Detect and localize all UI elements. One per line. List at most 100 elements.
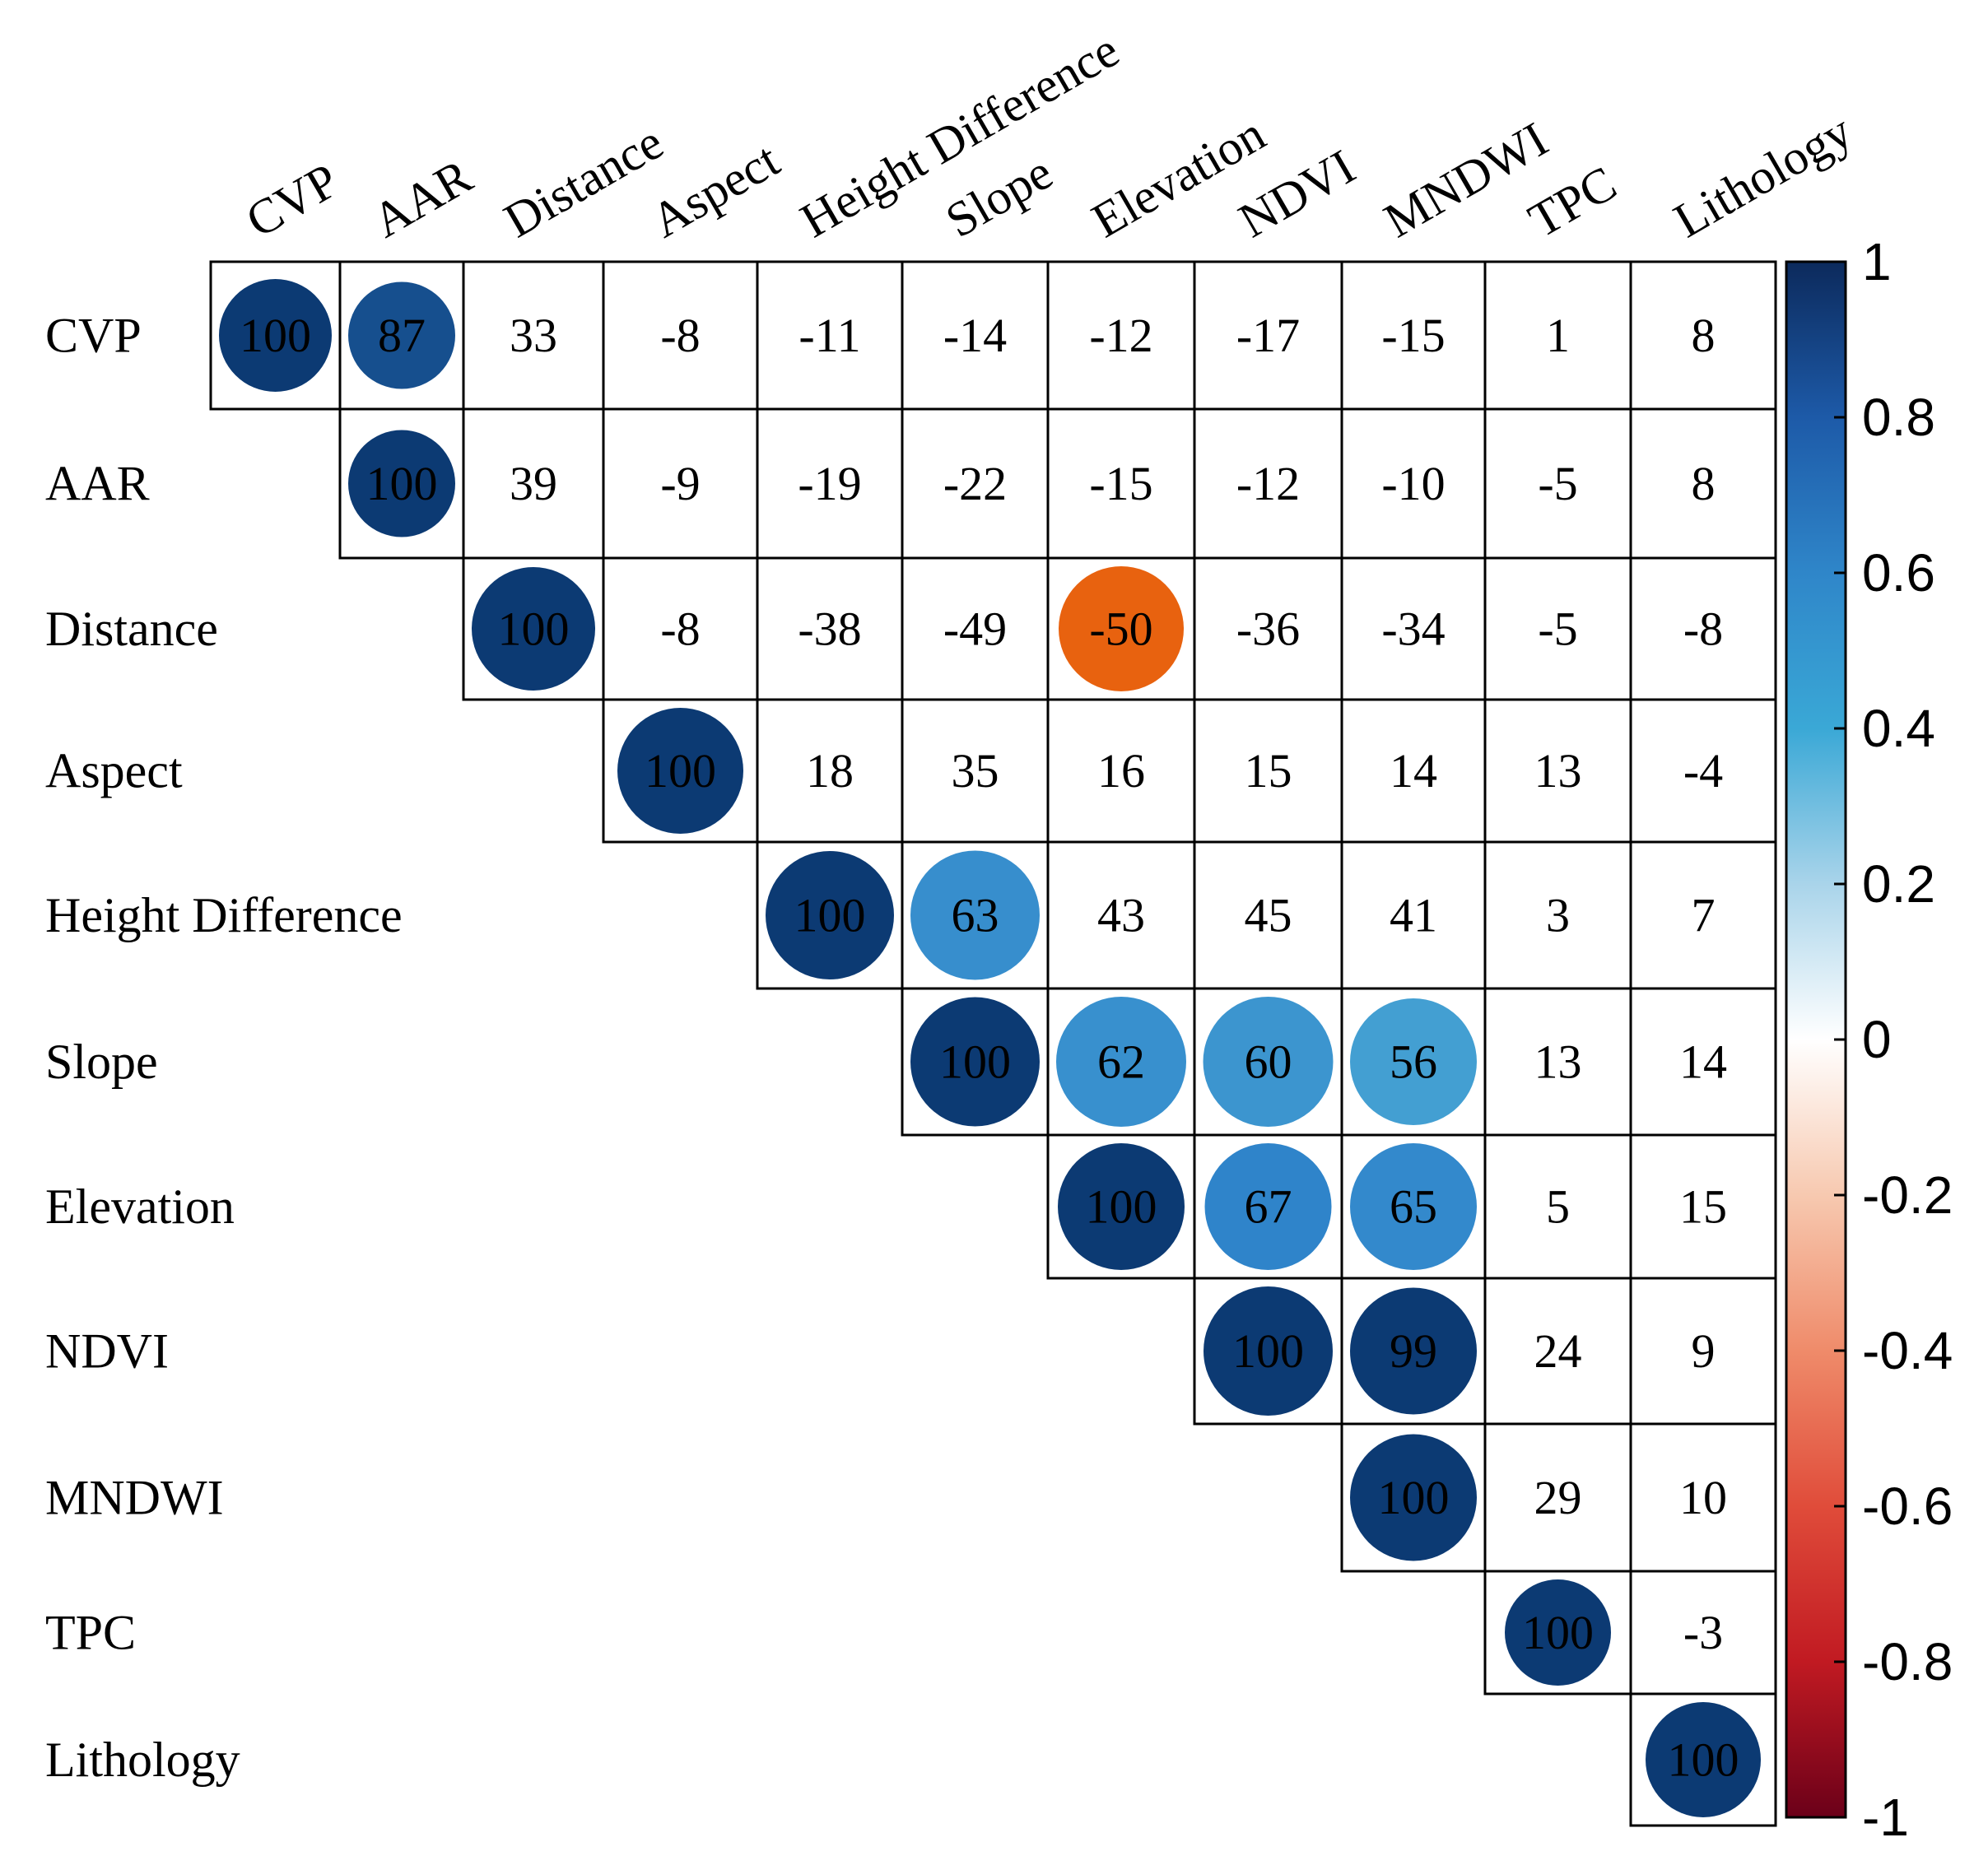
heatmap-value-elevation-tpc: 5 — [1546, 1180, 1570, 1234]
heatmap-value-aar-elevation: -15 — [1089, 457, 1152, 510]
heatmap-value-tpc-lithology: -3 — [1683, 1606, 1723, 1659]
heatmap-value-aar-mndwi: -10 — [1381, 457, 1445, 510]
colorbar-label: 0.2 — [1862, 854, 1935, 914]
heatmap-value-aar-tpc: -5 — [1538, 457, 1577, 510]
heatmap-value-slope-lithology: 14 — [1679, 1035, 1727, 1089]
heatmap-circle-aar-aar — [348, 430, 455, 537]
row-label-lithology: Lithology — [45, 1733, 240, 1787]
heatmap-value-aspect-mndwi: 14 — [1390, 744, 1437, 798]
colorbar-label: 0.8 — [1862, 388, 1935, 447]
heatmap-value-aar-distance: 39 — [510, 457, 557, 510]
heatmap-value-ndvi-ndvi: 100 — [1232, 1324, 1304, 1378]
heatmap-circle-aspect-aspect — [617, 708, 743, 834]
row-label-cvp: CVP — [45, 309, 142, 363]
heatmap-circle-distance-elevation — [1059, 566, 1184, 691]
row-label-elevation: Elevation — [45, 1179, 235, 1234]
heatmap-value-aar-lithology: 8 — [1692, 457, 1716, 510]
heatmap-value-cvp-slope: -14 — [943, 309, 1007, 362]
heatmap-value-ndvi-tpc: 24 — [1534, 1324, 1582, 1378]
heatmap-value-elevation-mndwi: 65 — [1390, 1180, 1437, 1234]
heatmap-value-distance-height-difference: -38 — [798, 602, 861, 656]
heatmap-value-cvp-tpc: 1 — [1546, 309, 1570, 362]
colorbar-label: -0.6 — [1862, 1477, 1953, 1536]
heatmap-value-cvp-mndwi: -15 — [1381, 309, 1445, 362]
col-label-cvp: CVP — [237, 153, 347, 249]
heatmap-circle-slope-mndwi — [1350, 998, 1477, 1125]
col-label-distance: Distance — [496, 114, 673, 248]
heatmap-value-distance-slope: -49 — [943, 602, 1007, 656]
heatmap-value-aspect-aspect: 100 — [645, 744, 716, 798]
heatmap-value-elevation-ndvi: 67 — [1245, 1180, 1292, 1234]
heatmap-value-slope-mndwi: 56 — [1390, 1035, 1437, 1089]
heatmap-value-mndwi-tpc: 29 — [1534, 1471, 1582, 1524]
colorbar-label: -1 — [1862, 1788, 1909, 1847]
heatmap-value-slope-tpc: 13 — [1534, 1035, 1582, 1089]
heatmap-value-cvp-aspect: -8 — [660, 309, 700, 362]
heatmap-value-cvp-distance: 33 — [510, 309, 557, 362]
heatmap-value-distance-elevation: -50 — [1089, 602, 1152, 656]
row-label-distance: Distance — [45, 602, 218, 656]
heatmap-circle-tpc-tpc — [1505, 1579, 1611, 1686]
heatmap-value-elevation-elevation: 100 — [1086, 1180, 1157, 1234]
row-label-mndwi: MNDWI — [45, 1471, 224, 1525]
row-label-tpc: TPC — [45, 1606, 136, 1660]
heatmap-value-aspect-tpc: 13 — [1534, 744, 1582, 798]
heatmap-value-tpc-tpc: 100 — [1522, 1606, 1594, 1659]
row-label-ndvi: NDVI — [45, 1324, 169, 1379]
colorbar-label: -0.8 — [1862, 1632, 1953, 1691]
heatmap-value-mndwi-mndwi: 100 — [1378, 1471, 1450, 1524]
col-label-mndwi: MNDWI — [1376, 112, 1557, 248]
heatmap-value-aspect-elevation: 16 — [1097, 744, 1145, 798]
heatmap-circle-height-difference-height-difference — [766, 851, 894, 979]
heatmap-value-height-difference-mndwi: 41 — [1390, 889, 1437, 942]
heatmap-circle-ndvi-ndvi — [1204, 1286, 1333, 1416]
heatmap-value-height-difference-ndvi: 45 — [1245, 889, 1292, 942]
heatmap-value-elevation-lithology: 15 — [1679, 1180, 1727, 1234]
heatmap-value-lithology-lithology: 100 — [1668, 1733, 1739, 1787]
heatmap-value-cvp-aar: 87 — [378, 309, 426, 362]
heatmap-value-aspect-height-difference: 18 — [806, 744, 854, 798]
heatmap-value-height-difference-lithology: 7 — [1692, 889, 1716, 942]
heatmap-value-distance-lithology: -8 — [1683, 602, 1723, 656]
heatmap-value-cvp-ndvi: -17 — [1236, 309, 1300, 362]
heatmap-value-distance-tpc: -5 — [1538, 602, 1577, 656]
heatmap-value-slope-elevation: 62 — [1097, 1035, 1145, 1089]
colorbar-label: 0.4 — [1862, 699, 1935, 758]
heatmap-cell-lithology-lithology — [1629, 1692, 1777, 1827]
heatmap-value-aar-slope: -22 — [943, 457, 1007, 510]
heatmap-value-aar-height-difference: -19 — [798, 457, 861, 510]
colorbar-label: 0.6 — [1862, 543, 1935, 602]
heatmap-value-slope-ndvi: 60 — [1245, 1035, 1292, 1089]
heatmap-value-height-difference-height-difference: 100 — [794, 889, 866, 942]
row-label-aar: AAR — [45, 457, 150, 511]
heatmap-value-aar-aspect: -9 — [660, 457, 700, 510]
heatmap-value-distance-mndwi: -34 — [1381, 602, 1445, 656]
colorbar-label: -0.2 — [1862, 1165, 1953, 1225]
heatmap-circle-slope-slope — [910, 997, 1040, 1127]
heatmap-circle-ndvi-mndwi — [1350, 1287, 1477, 1415]
heatmap-value-cvp-elevation: -12 — [1089, 309, 1152, 362]
col-label-aar: AAR — [364, 149, 482, 249]
heatmap-circle-height-difference-slope — [910, 850, 1040, 980]
heatmap-value-aar-ndvi: -12 — [1236, 457, 1300, 510]
heatmap-value-aspect-lithology: -4 — [1683, 744, 1723, 798]
heatmap-value-aspect-ndvi: 15 — [1245, 744, 1292, 798]
heatmap-value-ndvi-lithology: 9 — [1692, 1324, 1716, 1378]
heatmap-circle-elevation-ndvi — [1204, 1143, 1332, 1270]
heatmap-circle-distance-distance — [472, 567, 595, 691]
heatmap-circle-cvp-aar — [348, 281, 455, 389]
heatmap-circle-mndwi-mndwi — [1350, 1434, 1477, 1561]
heatmap-value-slope-slope: 100 — [939, 1035, 1011, 1089]
heatmap-value-distance-ndvi: -36 — [1236, 602, 1300, 656]
heatmap-circle-elevation-elevation — [1058, 1143, 1185, 1270]
colorbar-label: 1 — [1862, 232, 1892, 291]
heatmap-value-aspect-slope: 35 — [952, 744, 999, 798]
row-label-aspect: Aspect — [45, 744, 183, 798]
heatmap-circle-slope-elevation — [1056, 997, 1186, 1127]
heatmap-value-cvp-lithology: 8 — [1692, 309, 1716, 362]
heatmap-value-cvp-height-difference: -11 — [798, 309, 860, 362]
colorbar-label: 0 — [1862, 1010, 1892, 1069]
heatmap-value-height-difference-elevation: 43 — [1097, 889, 1145, 942]
heatmap-value-distance-aspect: -8 — [660, 602, 700, 656]
